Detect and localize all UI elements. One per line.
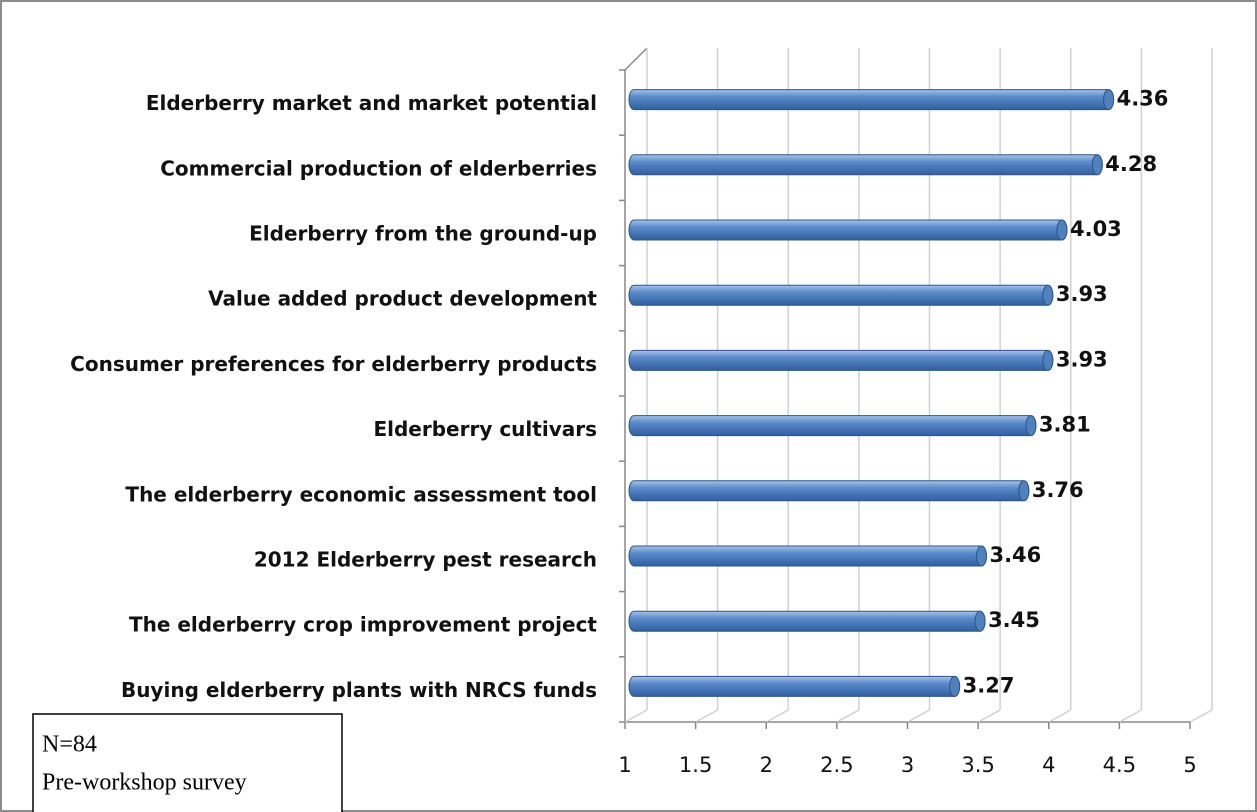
bar-cap [949,675,961,697]
data-label: 3.46 [989,543,1041,567]
x-tick-label: 4 [1042,753,1055,777]
grid-line-floor [1048,709,1072,723]
bar [628,349,1054,371]
data-label: 3.76 [1032,478,1084,502]
data-label: 4.03 [1070,217,1122,241]
data-label: 3.93 [1056,282,1108,306]
grid-line-floor [765,709,789,723]
y-tick-label: Buying elderberry plants with NRCS funds [121,678,597,702]
bar-cap [1091,154,1103,176]
x-tick-label: 1 [618,753,631,777]
data-label: 3.45 [988,608,1040,632]
grid-line-floor [1189,709,1213,723]
y-tick-label: Value added product development [208,287,597,311]
bar-cap [1042,284,1054,306]
bar [628,89,1115,111]
grid-line-floor [977,709,1001,723]
data-label: 3.81 [1039,413,1091,437]
annotation: Pre-workshop survey [42,770,247,796]
bar-cap [1042,349,1054,371]
bar [628,480,1030,502]
grid-line-floor [836,709,860,723]
wall-edge [624,47,648,71]
bar [628,415,1037,437]
annotation: N=84 [42,732,97,758]
grid-line-floor [907,709,930,723]
bar-cap [1018,480,1030,502]
annotation-box [32,713,343,812]
y-tick-label: 2012 Elderberry pest research [254,548,597,572]
y-tick-label: Elderberry market and market potential [146,91,597,115]
y-tick-label: Elderberry cultivars [373,417,597,441]
bar [628,219,1068,241]
x-tick-label: 4.5 [1103,753,1136,777]
data-label: 3.27 [963,673,1015,697]
bar [628,545,987,567]
y-tick-label: The elderberry crop improvement project [129,613,597,637]
x-tick-label: 1.5 [679,753,712,777]
y-tick-label: Commercial production of elderberries [160,156,597,180]
data-label: 3.93 [1056,347,1108,371]
grid-line-floor [624,709,648,723]
grid-line-floor [695,709,718,723]
x-tick-label: 2.5 [820,753,853,777]
bar-cap [975,545,987,567]
data-label: 4.36 [1117,87,1169,111]
x-tick-label: 5 [1183,753,1196,777]
y-tick-label: Consumer preferences for elderberry prod… [70,352,597,376]
data-label: 4.28 [1105,152,1157,176]
bar [628,610,986,632]
grid-line-floor [1119,709,1142,723]
y-tick-label: Elderberry from the ground-up [249,222,597,246]
bar [628,154,1103,176]
bar-cap [1056,219,1068,241]
y-tick-label: The elderberry economic assessment tool [125,482,597,506]
bar-cap [1103,89,1115,111]
bar-cap [974,610,986,632]
bar [628,284,1054,306]
x-tick-label: 3 [901,753,914,777]
bar-cap [1025,415,1037,437]
bar [628,675,961,697]
x-tick-label: 3.5 [961,753,994,777]
x-tick-label: 2 [760,753,773,777]
